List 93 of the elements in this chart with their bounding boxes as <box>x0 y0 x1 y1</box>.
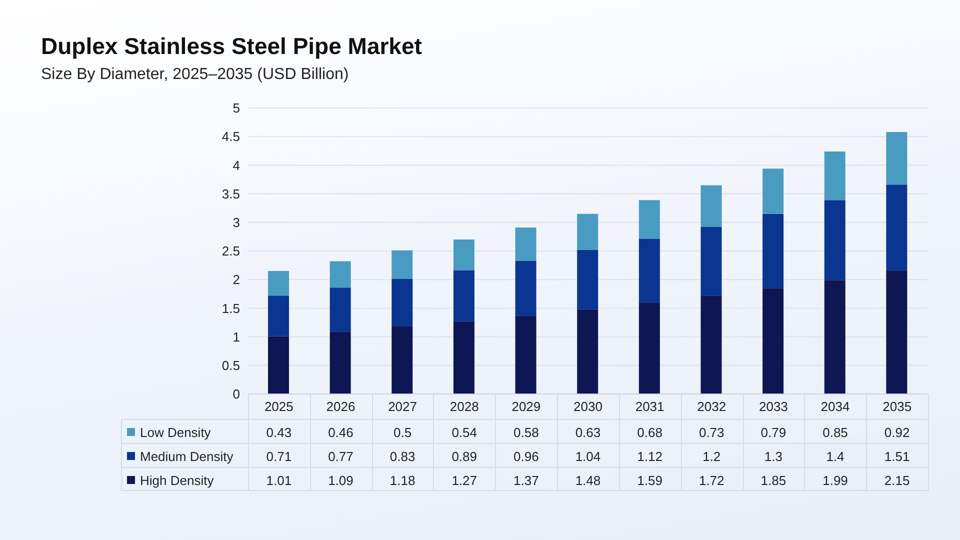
legend-label: Medium Density <box>140 448 234 464</box>
data-label: 1.37 <box>514 472 539 488</box>
data-label: 1.72 <box>698 472 724 488</box>
y-tick-label: 1 <box>232 329 240 344</box>
bar <box>392 279 413 327</box>
data-label: 0.79 <box>760 424 786 440</box>
x-tick-label: 2034 <box>820 399 850 414</box>
data-label: 1.27 <box>452 472 478 488</box>
data-label: 0.89 <box>452 448 478 464</box>
data-label: 1.59 <box>637 472 662 488</box>
data-label: 0.43 <box>266 424 292 440</box>
y-tick-label: 2 <box>232 272 240 288</box>
data-label: 0.96 <box>514 448 539 464</box>
legend-label: High Density <box>140 472 214 488</box>
bar <box>453 270 474 322</box>
bar <box>330 288 351 332</box>
chart-subtitle: Size By Diameter, 2025–2035 (USD Billion) <box>41 66 349 84</box>
data-label: 0.5 <box>393 424 412 440</box>
bar <box>392 326 413 394</box>
bar <box>577 214 598 250</box>
bar <box>886 271 908 394</box>
y-tick-label: 2.5 <box>222 244 240 259</box>
data-label: 0.73 <box>698 424 724 440</box>
bar <box>700 185 722 227</box>
bar <box>762 214 784 288</box>
bar <box>268 296 289 336</box>
bar <box>392 250 413 280</box>
y-tick-label: 3.5 <box>222 186 240 202</box>
data-label: 0.68 <box>637 424 662 440</box>
data-label: 1.12 <box>637 448 662 464</box>
y-tick-label: 1.5 <box>222 300 240 316</box>
bar <box>824 200 846 280</box>
bar <box>453 321 474 394</box>
legend-label: Low Density <box>140 424 211 440</box>
data-label: 1.3 <box>764 448 782 464</box>
data-label: 1.09 <box>328 472 354 488</box>
data-label: 0.46 <box>328 424 354 440</box>
bar <box>886 184 908 272</box>
bar <box>700 226 722 296</box>
data-label: 0.77 <box>328 448 354 464</box>
bar <box>515 260 536 316</box>
bar <box>824 151 846 200</box>
data-label: 1.48 <box>575 472 601 488</box>
x-tick-label: 2025 <box>264 399 294 414</box>
x-tick-label: 2033 <box>758 399 788 414</box>
bar <box>577 309 598 394</box>
x-tick-label: 2035 <box>882 399 912 414</box>
bar <box>268 336 289 394</box>
x-tick-label: 2029 <box>512 399 541 414</box>
y-tick-label: 0 <box>232 386 240 402</box>
data-label: 1.18 <box>390 472 416 488</box>
bar <box>638 238 660 304</box>
y-tick-label: 4 <box>232 158 240 173</box>
y-tick-label: 5 <box>232 100 240 116</box>
bar <box>515 228 536 261</box>
data-label: 1.4 <box>826 448 844 464</box>
x-tick-label: 2031 <box>635 399 664 414</box>
data-label: 0.85 <box>822 424 848 440</box>
data-label: 0.83 <box>390 448 416 464</box>
bar <box>886 132 908 185</box>
chart-title: Duplex Stainless Steel Pipe Market <box>41 33 422 60</box>
bar <box>453 240 474 270</box>
bar <box>515 316 536 394</box>
y-tick-label: 0.5 <box>222 358 240 374</box>
data-label: 1.04 <box>575 448 601 464</box>
data-label: 0.54 <box>452 424 478 440</box>
data-label: 1.99 <box>822 472 848 488</box>
data-label: 0.92 <box>884 424 910 440</box>
bar <box>268 271 289 296</box>
bar <box>762 168 784 214</box>
data-label: 2.15 <box>884 472 910 488</box>
bar <box>330 332 351 394</box>
bar <box>638 303 660 394</box>
x-tick-label: 2027 <box>388 399 418 414</box>
x-tick-label: 2026 <box>326 399 356 414</box>
data-label: 1.85 <box>760 472 786 488</box>
y-tick-label: 3 <box>232 215 240 230</box>
bar <box>762 288 784 394</box>
y-tick-label: 4.5 <box>222 129 240 144</box>
bar <box>638 200 660 239</box>
bar <box>330 261 351 288</box>
data-label: 0.71 <box>266 448 292 464</box>
bar <box>824 280 846 394</box>
bar <box>577 250 598 310</box>
data-label: 0.58 <box>514 424 539 440</box>
x-tick-label: 2028 <box>450 399 479 414</box>
data-label: 1.51 <box>884 448 910 464</box>
bar <box>700 296 722 394</box>
x-tick-label: 2032 <box>697 399 726 414</box>
x-tick-label: 2030 <box>574 399 602 414</box>
data-label: 1.01 <box>266 472 292 488</box>
data-label: 1.2 <box>702 448 721 464</box>
data-label: 0.63 <box>575 424 601 440</box>
